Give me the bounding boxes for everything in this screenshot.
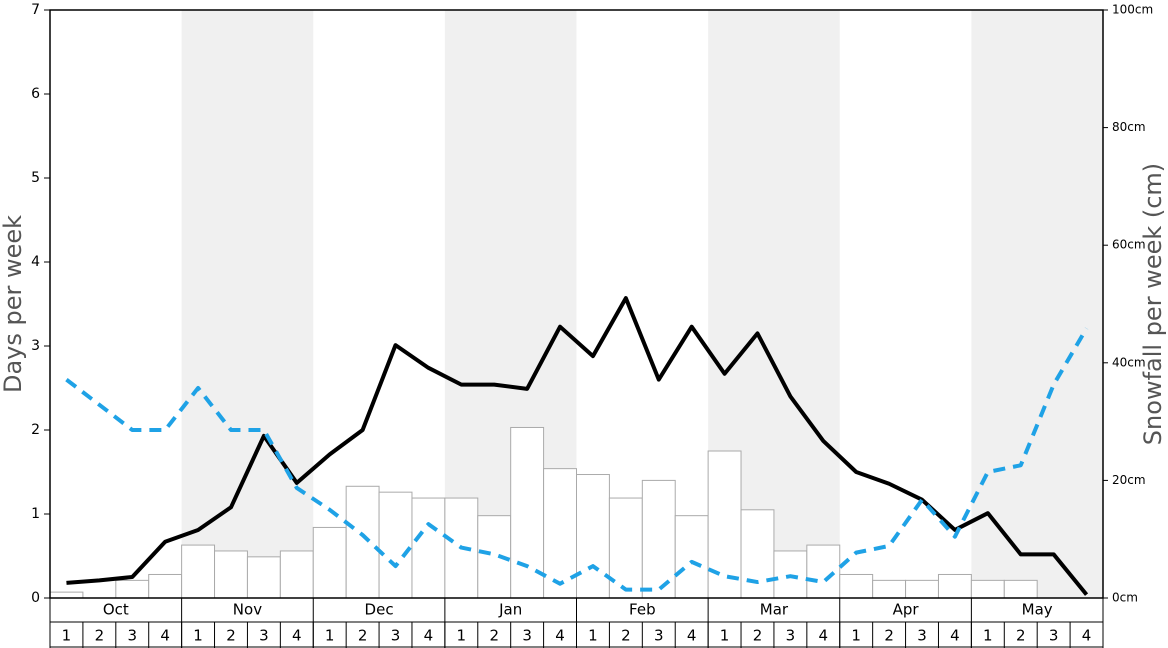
bar (148, 573, 183, 599)
month-label: Jan (498, 601, 522, 619)
y2-axis-label: Snowfall per week (cm) (1139, 163, 1167, 445)
y-tick-label: 2 (31, 422, 40, 438)
bar (345, 485, 380, 599)
month-label: Mar (760, 601, 789, 619)
y2-tick-label: 0cm (1112, 591, 1138, 605)
y-tick-label: 5 (31, 170, 40, 186)
x-tick-label: 4 (555, 627, 565, 645)
month-label: Apr (893, 601, 920, 619)
month-label: Feb (629, 601, 656, 619)
y-tick-label: 6 (31, 86, 40, 102)
month-label: Oct (103, 601, 129, 619)
month-shade (181, 10, 314, 598)
month-label: Dec (365, 601, 394, 619)
x-tick-label: 4 (424, 627, 434, 645)
x-tick-label: 1 (720, 627, 730, 645)
bar (641, 479, 676, 599)
x-tick-label: 2 (95, 627, 105, 645)
x-tick-label: 1 (983, 627, 993, 645)
month-label: May (1022, 601, 1053, 619)
x-tick-label: 1 (457, 627, 467, 645)
y-tick-label: 4 (31, 254, 40, 270)
bar (970, 579, 1005, 599)
bar (1003, 579, 1038, 599)
x-tick-label: 3 (654, 627, 664, 645)
x-tick-label: 1 (62, 627, 72, 645)
x-tick-label: 4 (819, 627, 829, 645)
x-tick-label: 3 (786, 627, 796, 645)
x-tick-label: 1 (325, 627, 335, 645)
bar (674, 515, 709, 599)
bar (872, 579, 907, 599)
y2-tick-label: 40cm (1112, 355, 1146, 369)
x-tick-label: 2 (226, 627, 236, 645)
x-tick-label: 4 (687, 627, 697, 645)
x-tick-label: 3 (127, 627, 137, 645)
x-tick-label: 2 (753, 627, 763, 645)
y-axis-label: Days per week (0, 215, 27, 393)
x-tick-label: 3 (522, 627, 532, 645)
x-tick-label: 2 (358, 627, 368, 645)
y-tick-label: 3 (31, 338, 40, 354)
x-tick-label: 2 (1016, 627, 1026, 645)
x-tick-label: 1 (588, 627, 598, 645)
y2-tick-label: 80cm (1112, 120, 1146, 134)
bar (740, 509, 775, 599)
background (181, 10, 1103, 598)
y2-tick-label: 100cm (1112, 3, 1153, 17)
x-tick-label: 4 (950, 627, 960, 645)
x-tick-label: 4 (160, 627, 170, 645)
bar (181, 544, 216, 599)
month-label: Nov (233, 601, 262, 619)
x-tick-label: 3 (1049, 627, 1059, 645)
bar (115, 579, 150, 599)
x-tick-label: 2 (489, 627, 499, 645)
bar (378, 491, 413, 599)
bar (279, 550, 314, 599)
x-tick-label: 2 (884, 627, 894, 645)
x-tick-label: 1 (851, 627, 861, 645)
bar (246, 556, 281, 599)
x-tick-label: 3 (917, 627, 927, 645)
x-tick-label: 4 (292, 627, 302, 645)
bar (937, 573, 972, 599)
x-tick-label: 4 (1082, 627, 1092, 645)
y-tick-label: 1 (31, 506, 40, 522)
month-shade (971, 10, 1103, 598)
bar (608, 497, 643, 599)
x-tick-label: 3 (259, 627, 269, 645)
dashed-line (65, 327, 1089, 592)
y-tick-label: 7 (31, 2, 40, 18)
bar (576, 474, 610, 599)
bar (312, 526, 347, 599)
x-tick-label: 1 (193, 627, 203, 645)
bar (49, 591, 84, 599)
y2-tick-label: 20cm (1112, 473, 1146, 487)
bar (707, 450, 742, 599)
x-tick-label: 2 (621, 627, 631, 645)
bar (806, 544, 841, 599)
line (66, 296, 1089, 596)
bar (905, 579, 939, 599)
y-tick-label: 0 (31, 590, 40, 606)
x-tick-label: 3 (391, 627, 401, 645)
bar (839, 573, 874, 599)
y2-tick-label: 60cm (1112, 238, 1146, 252)
bar (214, 550, 248, 599)
bar (411, 497, 446, 599)
